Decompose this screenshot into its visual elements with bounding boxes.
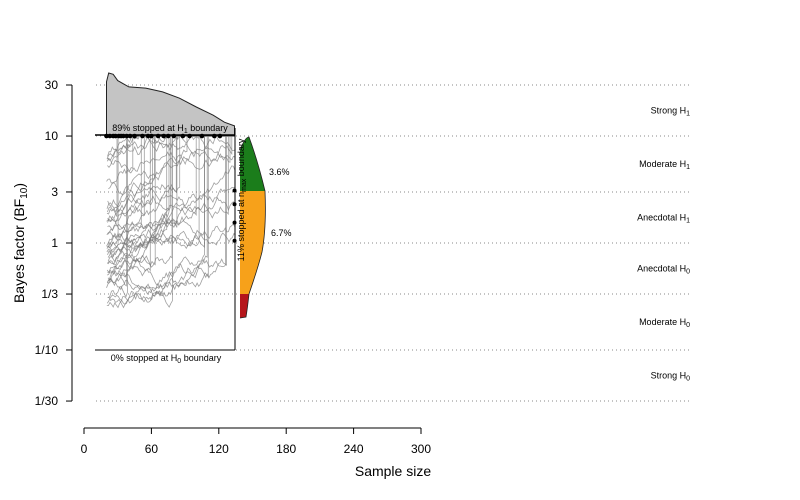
h1-stop-point <box>132 134 137 139</box>
evidence-category-label: Moderate H1 <box>639 159 690 171</box>
h1-stop-point <box>161 134 166 139</box>
bf-trajectory <box>108 136 209 308</box>
evidence-category-label: Anecdotal H0 <box>637 264 690 276</box>
x-tick-label: 180 <box>276 442 296 456</box>
h1-stop-point <box>172 134 177 139</box>
y-tick-label: 10 <box>45 129 59 143</box>
x-tick-label: 240 <box>344 442 364 456</box>
y-axis-title: Bayes factor (BF10) <box>11 183 30 303</box>
x-tick-label: 60 <box>145 442 159 456</box>
h1-stop-point <box>166 134 171 139</box>
y-axis-ticks: 30 10 3 1 1/3 1/10 1/30 <box>35 78 72 408</box>
y-tick-label: 1/30 <box>35 394 59 408</box>
h1-stop-point <box>156 134 161 139</box>
nmax-stop-point <box>233 188 237 192</box>
evidence-category-label: Anecdotal H1 <box>637 213 690 225</box>
h1-stop-point <box>212 134 217 139</box>
h1-stop-point <box>200 134 205 139</box>
y-tick-label: 30 <box>45 78 59 92</box>
h1-stop-point <box>149 134 154 139</box>
evidence-category-label: Strong H1 <box>651 106 691 118</box>
evidence-category-labels: Strong H1 Moderate H1 Anecdotal H1 Anecdota… <box>637 106 690 383</box>
y-tick-label: 1 <box>51 236 58 250</box>
bf-trajectory <box>107 136 187 214</box>
h1-stop-point <box>187 134 192 139</box>
x-axis-ticks: 0 60 120 180 240 300 <box>81 428 432 456</box>
bf-trajectories <box>107 136 236 308</box>
x-axis-title: Sample size <box>355 463 431 479</box>
h1-stop-point <box>140 134 145 139</box>
x-tick-label: 120 <box>209 442 229 456</box>
nmax-outcome-anecdotal-label: 6.7% <box>271 228 292 238</box>
y-tick-label: 1/3 <box>41 287 58 301</box>
y-tick-label: 3 <box>51 185 58 199</box>
evidence-category-label: Strong H0 <box>651 371 691 383</box>
evidence-category-label: Moderate H0 <box>639 317 690 329</box>
y-tick-label: 1/10 <box>35 343 59 357</box>
x-tick-label: 0 <box>81 442 88 456</box>
h0-boundary-label: 0% stopped at H0 boundary <box>111 353 222 365</box>
x-tick-label: 300 <box>411 442 431 456</box>
h1-stop-point <box>218 134 223 139</box>
h1-stop-point <box>128 134 133 139</box>
nmax-outcome-moderate-h1-label: 3.6% <box>269 167 290 177</box>
bf-trajectory <box>108 136 199 281</box>
